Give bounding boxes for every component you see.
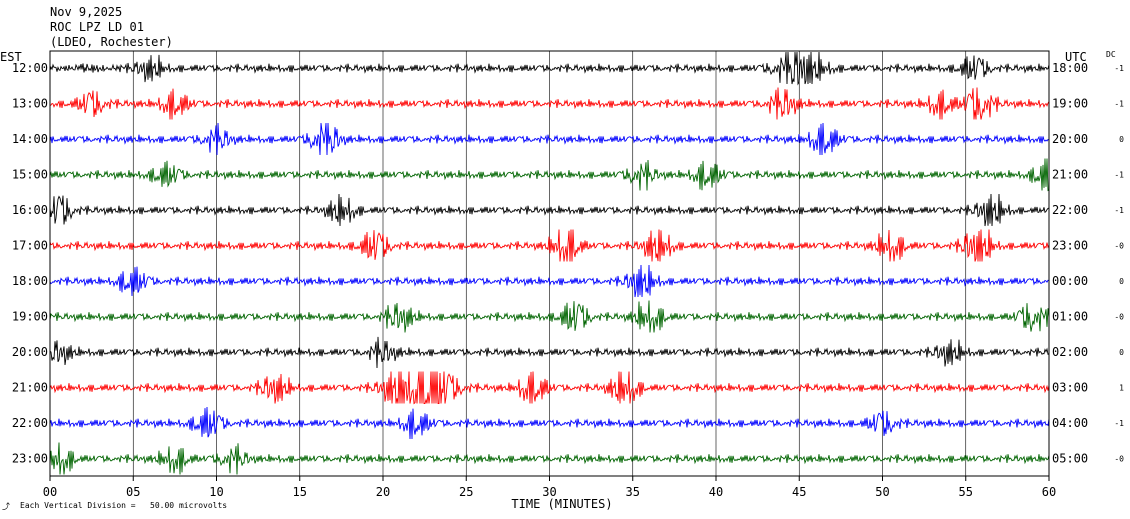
est-hour-label: 12:00 (12, 61, 48, 75)
dc-offset-value: -1 (1114, 100, 1124, 109)
dc-offset-value: -1 (1114, 171, 1124, 180)
header-network: (LDEO, Rochester) (50, 35, 173, 49)
utc-hour-label: 03:00 (1052, 381, 1088, 395)
est-hour-label: 18:00 (12, 274, 48, 288)
x-tick-label: 60 (1042, 485, 1056, 499)
seismic-trace (49, 406, 1050, 440)
x-axis-title: TIME (MINUTES) (511, 497, 612, 511)
utc-hour-label: 02:00 (1052, 345, 1088, 359)
est-hour-label: 22:00 (12, 416, 48, 430)
dc-offset-value: -1 (1114, 419, 1124, 428)
dc-offset-value: 0 (1119, 135, 1124, 144)
seismic-trace (49, 371, 1050, 405)
seismic-trace (49, 442, 1050, 475)
est-hour-label: 16:00 (12, 203, 48, 217)
x-tick-label: 55 (959, 485, 973, 499)
x-tick-label: 15 (293, 485, 307, 499)
utc-hour-label: 23:00 (1052, 239, 1088, 253)
est-hour-label: 23:00 (12, 452, 48, 466)
seismic-trace (49, 300, 1050, 333)
seismic-trace (49, 122, 1050, 156)
dc-offset-value: -0 (1114, 313, 1124, 322)
x-tick-label: 50 (875, 485, 889, 499)
row-labels: 12:00 18:00 -1 13:00 19:00 -1 14:00 20:00 0 15:00… (12, 61, 1124, 466)
est-hour-label: 21:00 (12, 381, 48, 395)
seismic-trace (49, 264, 1050, 298)
x-tick-label: 35 (626, 485, 640, 499)
x-tick-label: 45 (792, 485, 806, 499)
est-hour-label: 17:00 (12, 239, 48, 253)
utc-hour-label: 21:00 (1052, 168, 1088, 182)
scale-marker-icon: ⤴ (2, 501, 10, 511)
est-hour-label: 20:00 (12, 345, 48, 359)
dc-offset-value: 0 (1119, 277, 1124, 286)
dc-offset-value: -0 (1114, 242, 1124, 251)
utc-hour-label: 05:00 (1052, 452, 1088, 466)
utc-axis-label: UTC (1065, 50, 1087, 64)
utc-hour-label: 20:00 (1052, 132, 1088, 146)
x-tick-label: 25 (459, 485, 473, 499)
est-hour-label: 13:00 (12, 97, 48, 111)
est-hour-label: 19:00 (12, 310, 48, 324)
est-hour-label: 15:00 (12, 168, 48, 182)
header-date: Nov 9,2025 (50, 5, 122, 19)
dc-offset-value: 1 (1119, 384, 1124, 393)
x-tick-label: 05 (126, 485, 140, 499)
dc-offset-value: 0 (1119, 348, 1124, 357)
seismic-trace (49, 158, 1050, 192)
seismic-trace (49, 336, 1050, 369)
utc-hour-label: 22:00 (1052, 203, 1088, 217)
seismic-trace (49, 87, 1050, 120)
header: Nov 9,2025 ROC LPZ LD 01 (LDEO, Rocheste… (50, 5, 173, 49)
x-tick-label: 40 (709, 485, 723, 499)
minute-grid (132, 51, 967, 476)
utc-hour-label: 19:00 (1052, 97, 1088, 111)
seismic-trace (49, 229, 1050, 262)
header-station: ROC LPZ LD 01 (50, 20, 144, 34)
plot-frame (49, 50, 1050, 477)
utc-hour-label: 00:00 (1052, 274, 1088, 288)
est-hour-label: 14:00 (12, 132, 48, 146)
x-tick-label: 10 (209, 485, 223, 499)
seismic-trace (49, 193, 1050, 227)
dc-offset-value: -1 (1114, 206, 1124, 215)
est-axis-label: EST (0, 50, 22, 64)
scale-note: Each Vertical Division = 50.00 microvolt… (20, 501, 227, 510)
dc-column-label: DC (1106, 50, 1116, 59)
seismic-traces (49, 51, 1050, 475)
dc-offset-value: -0 (1114, 455, 1124, 464)
x-tick-label: 00 (43, 485, 57, 499)
utc-hour-label: 01:00 (1052, 310, 1088, 324)
utc-hour-label: 04:00 (1052, 416, 1088, 430)
seismic-trace (49, 51, 1050, 86)
x-tick-label: 20 (376, 485, 390, 499)
x-axis-ticks: 00 05 10 15 20 25 30 35 40 45 50 55 60 (43, 476, 1056, 499)
dc-offset-value: -1 (1114, 64, 1124, 73)
utc-hour-label: 18:00 (1052, 61, 1088, 75)
x-tick-label: 30 (542, 485, 556, 499)
